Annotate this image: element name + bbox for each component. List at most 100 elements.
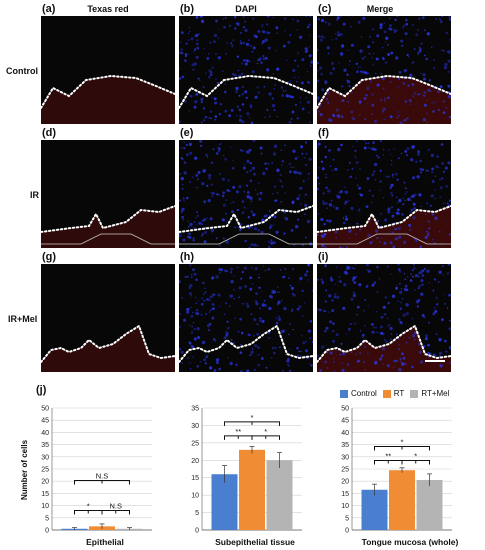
column-title-merge: Merge: [366, 4, 394, 14]
subepithelial-outline: [317, 233, 451, 245]
y-tick-label: 30: [41, 454, 49, 461]
legend-item-rtmel: RT+Mel: [410, 389, 449, 398]
epithelial-boundary-line: [317, 324, 451, 363]
y-tick-label: 45: [41, 418, 49, 425]
micrograph-ir-merge: [317, 140, 451, 248]
y-tick-label: 35: [341, 442, 349, 449]
legend-label-rtmel: RT+Mel: [421, 389, 450, 398]
panel-letter-d: (d): [42, 127, 57, 139]
panel-letter-j: (j): [36, 384, 47, 396]
significance-label: *: [251, 413, 254, 422]
significance-label: *: [401, 437, 404, 446]
panel-letter-c: (c): [318, 3, 332, 15]
epithelial-boundary-line: [179, 324, 313, 363]
legend-label-rt: RT: [393, 389, 405, 398]
y-tick-label: 0: [45, 528, 49, 535]
y-tick-label: 50: [341, 406, 349, 413]
y-tick-label: 10: [41, 503, 49, 510]
bar-chart-epithelial: 0 5 10 15 20 25 30 35 40 45 50 N.S * N.S: [41, 406, 152, 535]
panel-letter-a: (a): [42, 3, 56, 15]
micrograph-control-dapi: [179, 16, 313, 124]
chart-title-epithelial: Epithelial: [86, 537, 124, 547]
micrograph-control-texas-red: [41, 16, 175, 124]
y-axis-label: Number of cells: [20, 439, 29, 500]
row-label-ir: IR: [30, 190, 39, 200]
bar-rtmel: [266, 460, 293, 530]
epithelial-boundary-line: [41, 74, 175, 109]
legend-swatch-rtmel: [410, 389, 419, 398]
epithelial-boundary-line: [317, 205, 451, 233]
bar-rt: [389, 470, 415, 530]
legend-label-control: Control: [351, 389, 377, 398]
dapi-nuclei: [179, 140, 313, 248]
significance-bracket: [251, 435, 280, 440]
y-tick-label: 30: [191, 423, 199, 430]
y-tick-label: 0: [195, 528, 199, 535]
epithelial-boundary-line: [41, 324, 175, 363]
y-tick-label: 40: [341, 430, 349, 437]
bar-control: [361, 489, 388, 530]
legend-swatch-control: [340, 389, 348, 398]
y-tick-label: 0: [345, 528, 349, 535]
subepithelial-outline: [179, 233, 313, 245]
column-title-dapi: DAPI: [235, 4, 257, 14]
dapi-nuclei: [317, 16, 451, 124]
micrograph-ir-dapi: [179, 140, 313, 248]
micrograph-control-merge: [317, 16, 451, 124]
texas-red-signal: [317, 326, 451, 372]
micrograph-irmel-dapi: [179, 264, 313, 372]
row-label-control: Control: [6, 66, 38, 76]
panel-letter-g: (g): [42, 251, 57, 263]
texas-red-signal: [41, 326, 175, 372]
texas-red-signal: [317, 206, 451, 248]
y-tick-label: 5: [195, 510, 199, 517]
panel-letter-i: (i): [318, 251, 329, 263]
panel-letter-f: (f): [318, 127, 329, 139]
epithelial-boundary-line: [41, 205, 175, 233]
y-tick-label: 50: [41, 406, 49, 413]
y-tick-label: 20: [341, 479, 349, 486]
micrograph-ir-texas-red: [41, 140, 175, 248]
significance-label: *: [264, 427, 267, 436]
micrograph-irmel-texas-red: [41, 264, 175, 372]
significance-label: N.S: [109, 501, 122, 510]
y-tick-label: 25: [191, 440, 199, 447]
epithelial-boundary-line: [179, 205, 313, 233]
row-label-ir-mel: IR+Mel: [8, 314, 38, 324]
significance-label: *: [414, 451, 417, 460]
texas-red-signal: [317, 76, 451, 124]
panel-letter-h: (h): [180, 251, 195, 263]
y-tick-label: 5: [345, 515, 349, 522]
y-tick-label: 30: [341, 454, 349, 461]
y-tick-label: 25: [41, 467, 49, 474]
texas-red-signal: [41, 206, 175, 248]
significance-label: **: [235, 427, 241, 436]
y-tick-label: 20: [41, 479, 49, 486]
y-tick-label: 10: [341, 503, 349, 510]
significance-bracket: [224, 421, 280, 426]
epithelial-boundary-line: [317, 74, 451, 109]
dapi-nuclei: [317, 264, 451, 372]
epithelial-boundary-line: [179, 74, 313, 109]
column-title-texas-red: Texas red: [87, 4, 129, 14]
significance-label: **: [385, 451, 391, 460]
significance-label: *: [87, 501, 90, 510]
micrograph-irmel-merge: [317, 264, 451, 372]
dapi-nuclei: [179, 264, 313, 372]
legend-item-rt: RT: [382, 389, 405, 398]
dapi-nuclei: [317, 140, 451, 248]
legend-item-control: Control: [340, 389, 377, 398]
y-tick-label: 35: [191, 406, 199, 413]
scale-bar: [425, 360, 445, 362]
y-tick-label: 15: [341, 491, 349, 498]
y-tick-label: 20: [191, 458, 199, 465]
y-tick-label: 35: [41, 442, 49, 449]
y-tick-label: 5: [45, 515, 49, 522]
chart-title-subepithelial: Subepithelial tissue: [215, 537, 295, 547]
chart-title-tongue-mucosa: Tongue mucosa (whole): [361, 537, 459, 547]
chart-legend: Control RT RT+Mel: [340, 389, 449, 398]
bar-rtmel: [416, 479, 443, 530]
dapi-nuclei: [179, 16, 313, 124]
